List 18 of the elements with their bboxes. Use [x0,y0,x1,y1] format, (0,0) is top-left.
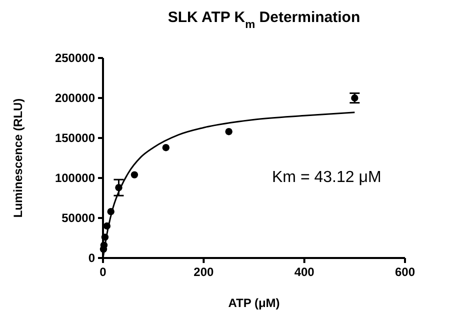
point [130,171,138,178]
point [225,128,232,136]
annotation: Km = 43.12 μM [272,169,382,186]
x-axis-title: ATP (μM) [228,296,280,310]
y-tick-label: 50000 [62,211,96,226]
y-axis-title: Luminescence (RLU) [11,98,25,218]
x-tick-label: 200 [194,265,214,279]
x-tick-label: 600 [394,265,416,279]
x-tick-label: 0 [100,265,107,279]
y-tick-label: 150000 [54,131,96,146]
point [162,144,170,152]
point [351,94,358,102]
y-tick-label: 200000 [54,91,96,106]
chart-title: SLK ATP K$_{m}$ Determination [168,9,360,31]
y-tick-label: 0 [88,251,96,266]
y-tick-label: 100000 [54,171,96,186]
x-tick-label: 400 [294,265,315,279]
y-tick-label: 250000 [54,51,96,66]
